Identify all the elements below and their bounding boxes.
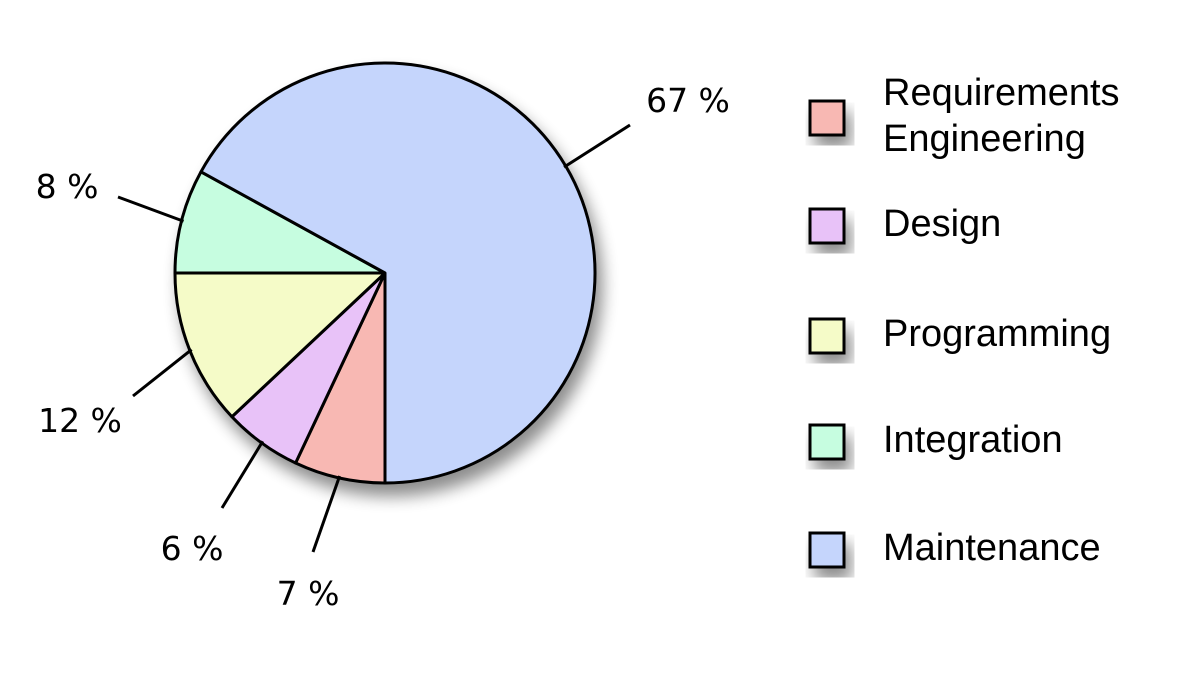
legend-item-integration: Integration: [808, 419, 1063, 461]
legend-swatch-integration: [808, 423, 846, 461]
legend-label-programming: Programming: [883, 313, 1111, 355]
legend: Requirements Engineering Design Programming…: [808, 72, 1120, 569]
legend-label-maintenance: Maintenance: [883, 527, 1101, 569]
legend-label-design: Design: [883, 203, 1001, 245]
leader-line-integration: [117, 195, 185, 223]
leader-line-design: [220, 440, 265, 509]
value-label-design: 6 %: [161, 529, 224, 568]
leader-line-programming: [132, 348, 193, 398]
value-label-integration: 8 %: [36, 167, 99, 206]
percentage-labels: 7 % 6 % 12 % 8 % 67 %: [36, 81, 730, 613]
legend-item-programming: Programming: [808, 313, 1111, 355]
value-label-requirements-engineering: 7 %: [277, 574, 340, 613]
value-label-maintenance: 67 %: [646, 81, 730, 120]
legend-item-design: Design: [808, 203, 1001, 245]
legend-swatch-requirements-engineering: [808, 99, 846, 137]
pie-slices: [173, 61, 597, 485]
legend-item-maintenance: Maintenance: [808, 527, 1101, 569]
legend-swatch-programming: [808, 317, 846, 355]
legend-item-requirements-engineering: Requirements Engineering: [808, 72, 1120, 160]
value-label-programming: 12 %: [38, 401, 122, 440]
legend-label-integration: Integration: [883, 419, 1063, 461]
leader-line-maintenance: [563, 123, 631, 169]
leader-line-requirements-engineering: [311, 475, 342, 553]
leader-lines: [117, 123, 631, 553]
legend-swatch-design: [808, 207, 846, 245]
legend-swatch-maintenance: [808, 531, 846, 569]
legend-label-requirements-engineering: Requirements Engineering: [883, 72, 1120, 160]
